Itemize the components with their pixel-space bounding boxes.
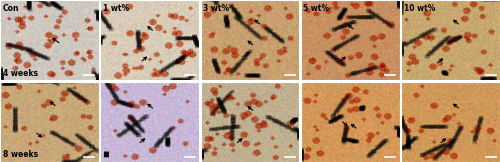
Text: Con: Con [2, 4, 19, 13]
Text: 3 wt%: 3 wt% [203, 4, 229, 13]
Text: 5 wt%: 5 wt% [304, 4, 330, 13]
Text: 8 weeks: 8 weeks [4, 150, 38, 159]
Text: 4 weeks: 4 weeks [4, 69, 38, 78]
Text: 1 wt%: 1 wt% [103, 4, 129, 13]
Text: 10 wt%: 10 wt% [404, 4, 435, 13]
